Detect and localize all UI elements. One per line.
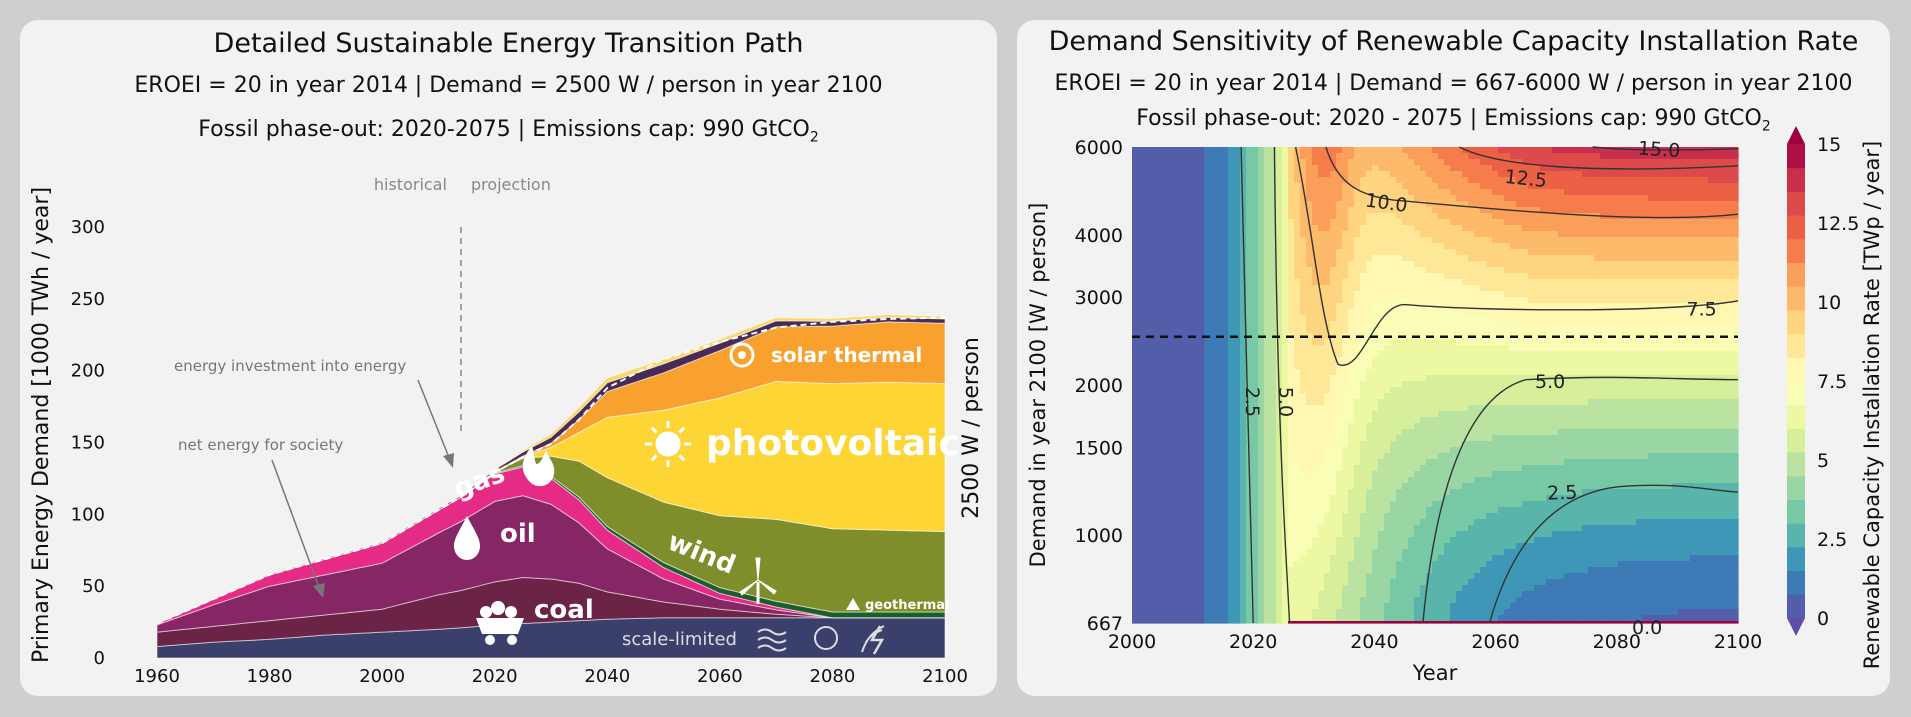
right-axis-label: 2500 W / person [959, 337, 984, 519]
heatmap-x-tick-2020: 2020 [1229, 631, 1277, 653]
historical-label: historical [374, 175, 447, 194]
heatmap-y-tick-3000: 3000 [1075, 287, 1123, 309]
contour-5.0-early [1273, 146, 1291, 624]
right-chart-subtitle-1: EROEI = 20 in year 2014 | Demand = 667-6… [1054, 71, 1853, 96]
left-chart-subtitle-1: EROEI = 20 in year 2014 | Demand = 2500 … [134, 73, 883, 98]
energy-investment-arrow [417, 379, 451, 461]
energy-investment-annotation: energy investment into energy [174, 357, 406, 375]
contour-10.0 [1325, 146, 1739, 219]
contour-label-6: 12.5 [1504, 166, 1548, 192]
x-tick-2080: 2080 [810, 666, 856, 687]
heatmap-x-tick-2080: 2080 [1593, 631, 1641, 653]
y-tick-300: 300 [71, 217, 105, 238]
x-tick-1960: 1960 [134, 666, 180, 687]
contour-2.5-early [1240, 146, 1254, 624]
y-tick-50: 50 [82, 576, 105, 597]
label-photovoltaic: photovoltaic [706, 423, 960, 464]
y-axis-label: Primary Energy Demand [1000 TWh / year] [29, 187, 54, 663]
colorbar-tick-6: 15 [1817, 134, 1841, 156]
wind-turbine-icon [739, 557, 777, 604]
label-scale-limited: scale-limited [622, 629, 737, 650]
heatmap-y-axis-label: Demand in year 2100 [W / person] [1026, 203, 1050, 568]
oil-drop-icon [454, 516, 480, 560]
right-chart-subtitle-2: Fossil phase-out: 2020 - 2075 | Emission… [1136, 106, 1771, 135]
x-tick-1980: 1980 [247, 666, 293, 687]
heatmap-y-tick-4000: 4000 [1075, 225, 1123, 247]
colorbar-tick-0: 0 [1817, 608, 1829, 630]
heatmap-x-tick-2040: 2040 [1350, 631, 1398, 653]
contour-2.5-late [1488, 484, 1739, 624]
contour-label-7: 15.0 [1637, 137, 1681, 162]
contour-label-1: 5.0 [1275, 387, 1297, 417]
left-chart-subtitle-2: Fossil phase-out: 2020-2075 | Emissions … [198, 117, 819, 146]
x-tick-2000: 2000 [359, 666, 405, 687]
heatmap-y-tick-2000: 2000 [1075, 375, 1123, 397]
colorbar-tick-3: 7.5 [1817, 371, 1847, 393]
contour-label-0: 2.5 [1241, 387, 1263, 417]
label-geothermal: geothermal [865, 598, 950, 613]
heatmap-y-tick-667: 667 [1087, 613, 1123, 635]
x-tick-2020: 2020 [472, 666, 518, 687]
colorbar-tick-2: 5 [1817, 450, 1829, 472]
x-tick-2060: 2060 [697, 666, 743, 687]
colorbar-tick-1: 2.5 [1817, 529, 1847, 551]
heatmap-x-axis-label: Year [1412, 661, 1458, 685]
contour-5.0-late [1422, 376, 1739, 624]
energy-investment-arrowhead [443, 453, 454, 468]
sun-icon [645, 421, 691, 467]
heatmap-x-tick-2100: 2100 [1714, 631, 1762, 653]
scale-limited-icons [757, 625, 885, 655]
net-energy-arrow [271, 459, 321, 591]
label-coal: coal [534, 595, 594, 625]
y-tick-150: 150 [71, 433, 105, 454]
right-chart-title: Demand Sensitivity of Renewable Capacity… [1048, 26, 1859, 57]
colorbar [1787, 126, 1805, 636]
flame-icon [522, 446, 555, 487]
y-tick-200: 200 [71, 361, 105, 382]
contour-12.5 [1458, 146, 1739, 170]
coal-cart-icon [476, 601, 524, 645]
geothermal-icon [846, 598, 860, 610]
y-tick-0: 0 [94, 648, 105, 669]
x-tick-2100: 2100 [922, 666, 968, 687]
heatmap-y-tick-1500: 1500 [1075, 437, 1123, 459]
colorbar-tick-4: 10 [1817, 292, 1841, 314]
heatmap-x-tick-2060: 2060 [1471, 631, 1519, 653]
contour-15.0 [1592, 146, 1739, 151]
contour-label-2: 2.5 [1547, 482, 1578, 505]
left-chart-title: Detailed Sustainable Energy Transition P… [213, 28, 804, 59]
net-energy-arrowhead [313, 583, 325, 598]
label-oil: oil [500, 519, 536, 549]
heatmap-y-tick-1000: 1000 [1075, 525, 1123, 547]
heatmap-x-tick-2000: 2000 [1108, 631, 1156, 653]
contour-label-4: 7.5 [1687, 298, 1717, 320]
x-tick-2040: 2040 [584, 666, 630, 687]
heatmap-cells [1132, 147, 1739, 624]
contour-7.5 [1294, 146, 1739, 367]
colorbar-tick-5: 12.5 [1817, 213, 1859, 235]
colorbar-label: Renewable Capacity Installation Rate [TW… [1860, 141, 1884, 669]
label-solar-thermal: solar thermal [771, 343, 922, 367]
contour-label-3: 5.0 [1535, 371, 1565, 393]
y-tick-250: 250 [71, 289, 105, 310]
right-panel: Demand Sensitivity of Renewable Capacity… [1017, 20, 1890, 696]
y-tick-100: 100 [71, 504, 105, 525]
net-energy-line [156, 316, 946, 625]
solar-thermal-icon [729, 342, 755, 368]
contour-label-8: 0.0 [1632, 617, 1662, 639]
projection-label: projection [471, 175, 551, 194]
net-energy-annotation: net energy for society [178, 436, 343, 454]
contour-lines [1240, 146, 1739, 624]
heatmap-y-tick-6000: 6000 [1075, 137, 1123, 159]
left-panel: Detailed Sustainable Energy Transition P… [20, 20, 997, 696]
